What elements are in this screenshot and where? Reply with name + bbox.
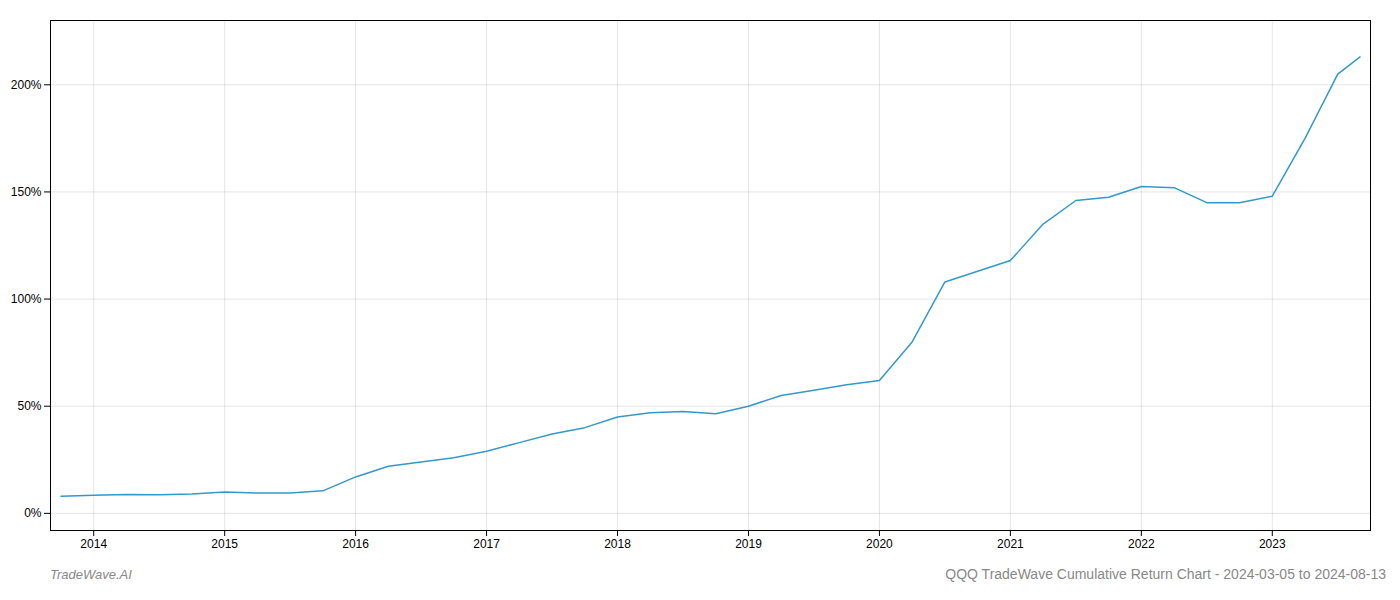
svg-text:2021: 2021	[997, 537, 1024, 551]
svg-text:2022: 2022	[1128, 537, 1155, 551]
svg-text:100%: 100%	[11, 292, 42, 306]
svg-text:2019: 2019	[735, 537, 762, 551]
svg-text:2017: 2017	[473, 537, 500, 551]
svg-text:200%: 200%	[11, 78, 42, 92]
svg-text:2020: 2020	[866, 537, 893, 551]
svg-text:2014: 2014	[80, 537, 107, 551]
svg-text:2023: 2023	[1259, 537, 1286, 551]
svg-text:150%: 150%	[11, 185, 42, 199]
svg-text:0%: 0%	[24, 506, 42, 520]
html-text:QQQ TradeWave Cumulative Retur: QQQ TradeWave Cumulative Return Chart - …	[945, 566, 1386, 582]
svg-text:2018: 2018	[604, 537, 631, 551]
svg-text:2016: 2016	[342, 537, 369, 551]
svg-text:50%: 50%	[17, 399, 41, 413]
svg-text:2015: 2015	[211, 537, 238, 551]
html-text:TradeWave.AI: TradeWave.AI	[50, 566, 132, 582]
